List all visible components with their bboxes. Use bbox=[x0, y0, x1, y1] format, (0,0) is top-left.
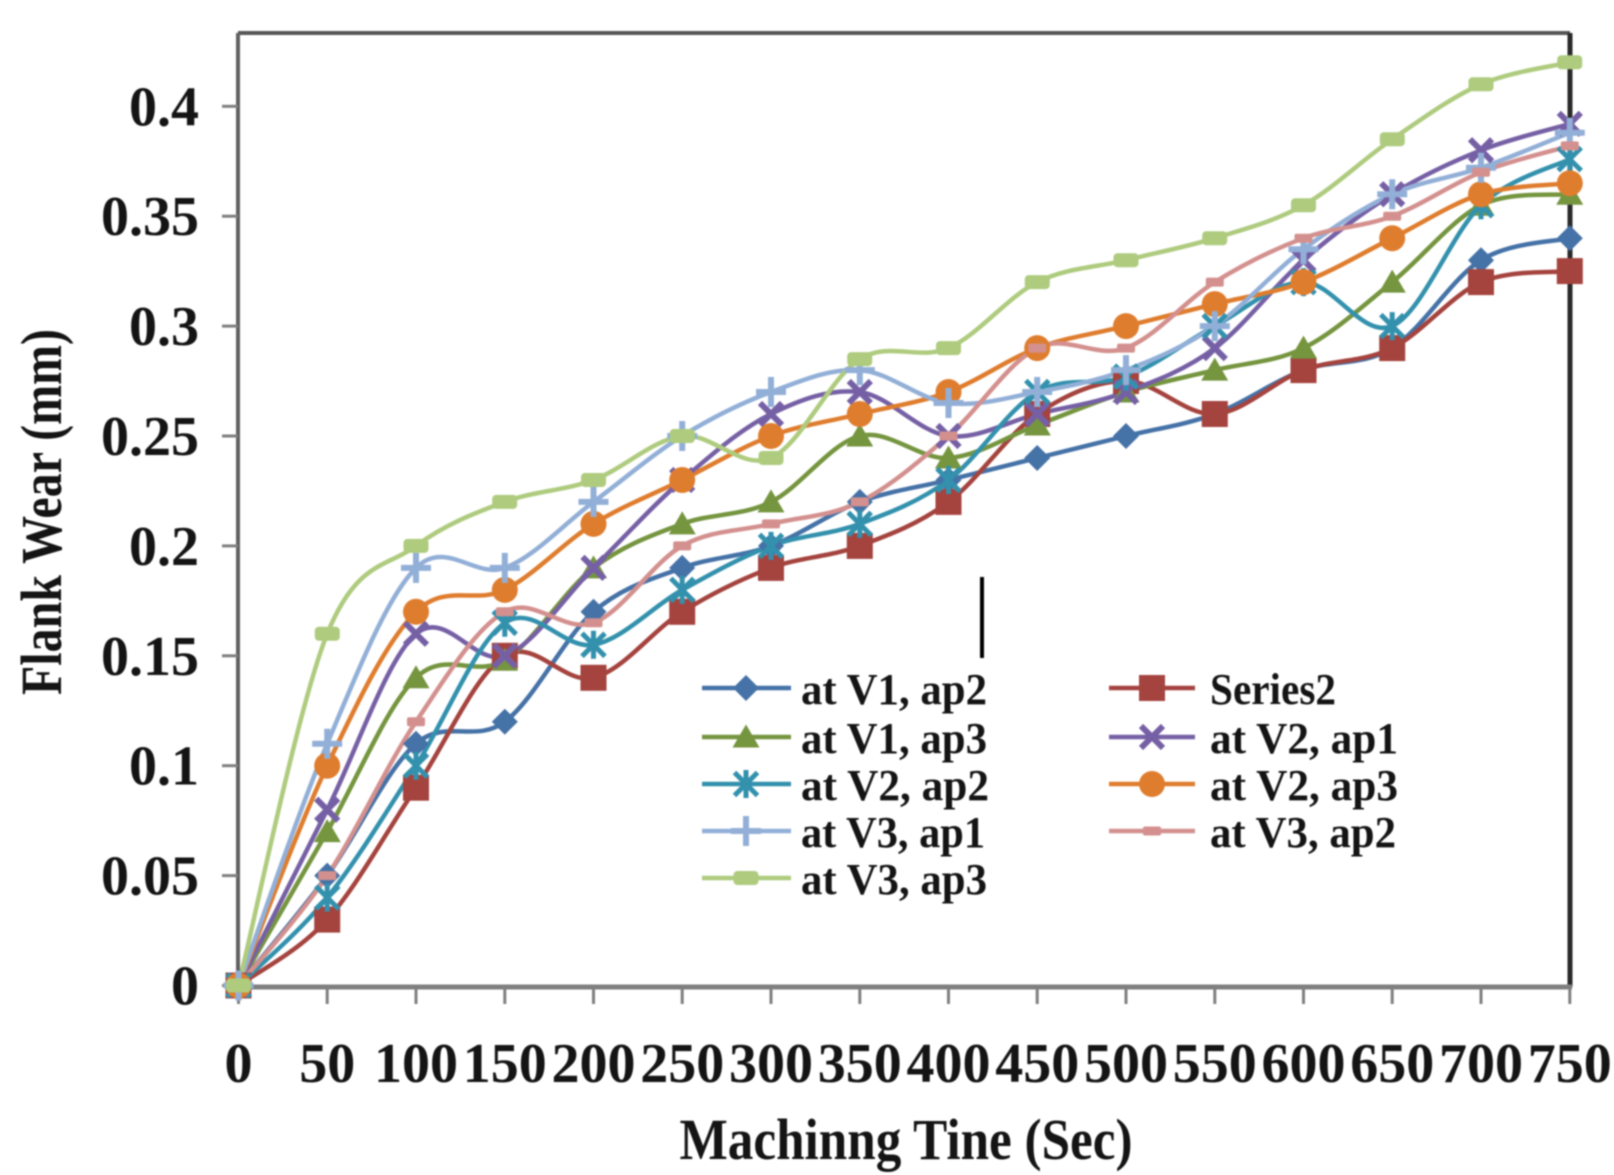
svg-text:at V1, ap3: at V1, ap3 bbox=[801, 714, 987, 763]
svg-text:400: 400 bbox=[907, 1033, 991, 1095]
svg-text:450: 450 bbox=[995, 1033, 1079, 1095]
svg-text:0.25: 0.25 bbox=[101, 406, 199, 468]
svg-text:350: 350 bbox=[818, 1033, 902, 1095]
svg-text:0.35: 0.35 bbox=[101, 186, 199, 248]
svg-text:250: 250 bbox=[640, 1033, 724, 1095]
svg-text:150: 150 bbox=[463, 1033, 547, 1095]
svg-text:0.1: 0.1 bbox=[129, 736, 199, 798]
svg-text:750: 750 bbox=[1528, 1033, 1612, 1095]
svg-text:0.2: 0.2 bbox=[129, 516, 199, 578]
svg-text:50: 50 bbox=[299, 1033, 355, 1095]
svg-text:at V2, ap3: at V2, ap3 bbox=[1210, 761, 1398, 810]
svg-text:650: 650 bbox=[1350, 1033, 1434, 1095]
svg-text:at V2, ap2: at V2, ap2 bbox=[801, 761, 989, 810]
svg-text:0.3: 0.3 bbox=[129, 296, 199, 358]
svg-text:at V3, ap1: at V3, ap1 bbox=[801, 808, 985, 857]
svg-text:Flank Wear (mm): Flank Wear (mm) bbox=[9, 329, 74, 695]
svg-text:0.15: 0.15 bbox=[101, 626, 199, 688]
svg-text:600: 600 bbox=[1262, 1033, 1346, 1095]
svg-text:at V2, ap1: at V2, ap1 bbox=[1210, 714, 1398, 763]
svg-text:0.4: 0.4 bbox=[129, 76, 199, 138]
svg-text:Series2: Series2 bbox=[1210, 665, 1336, 714]
svg-text:300: 300 bbox=[729, 1033, 813, 1095]
svg-text:0.05: 0.05 bbox=[101, 846, 199, 908]
svg-text:100: 100 bbox=[374, 1033, 458, 1095]
svg-text:Machinng Tine (Sec): Machinng Tine (Sec) bbox=[680, 1107, 1133, 1172]
svg-text:700: 700 bbox=[1439, 1033, 1523, 1095]
svg-text:550: 550 bbox=[1173, 1033, 1257, 1095]
svg-text:at V3, ap3: at V3, ap3 bbox=[801, 855, 987, 904]
svg-text:200: 200 bbox=[552, 1033, 636, 1095]
svg-text:0: 0 bbox=[225, 1033, 253, 1095]
svg-text:0: 0 bbox=[171, 956, 199, 1018]
svg-text:500: 500 bbox=[1084, 1033, 1168, 1095]
svg-text:at V1, ap2: at V1, ap2 bbox=[801, 665, 987, 714]
svg-text:at V3, ap2: at V3, ap2 bbox=[1210, 808, 1396, 857]
